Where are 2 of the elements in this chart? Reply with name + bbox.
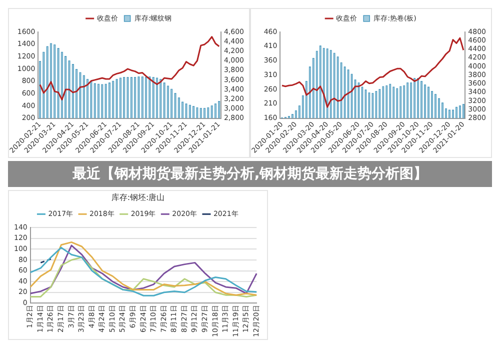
text: 最近【钢材期货最新走势分析,钢材期货最新走势分析图】 [72, 166, 428, 182]
chart-title: 库存:钢坯:唐山 [111, 192, 165, 202]
